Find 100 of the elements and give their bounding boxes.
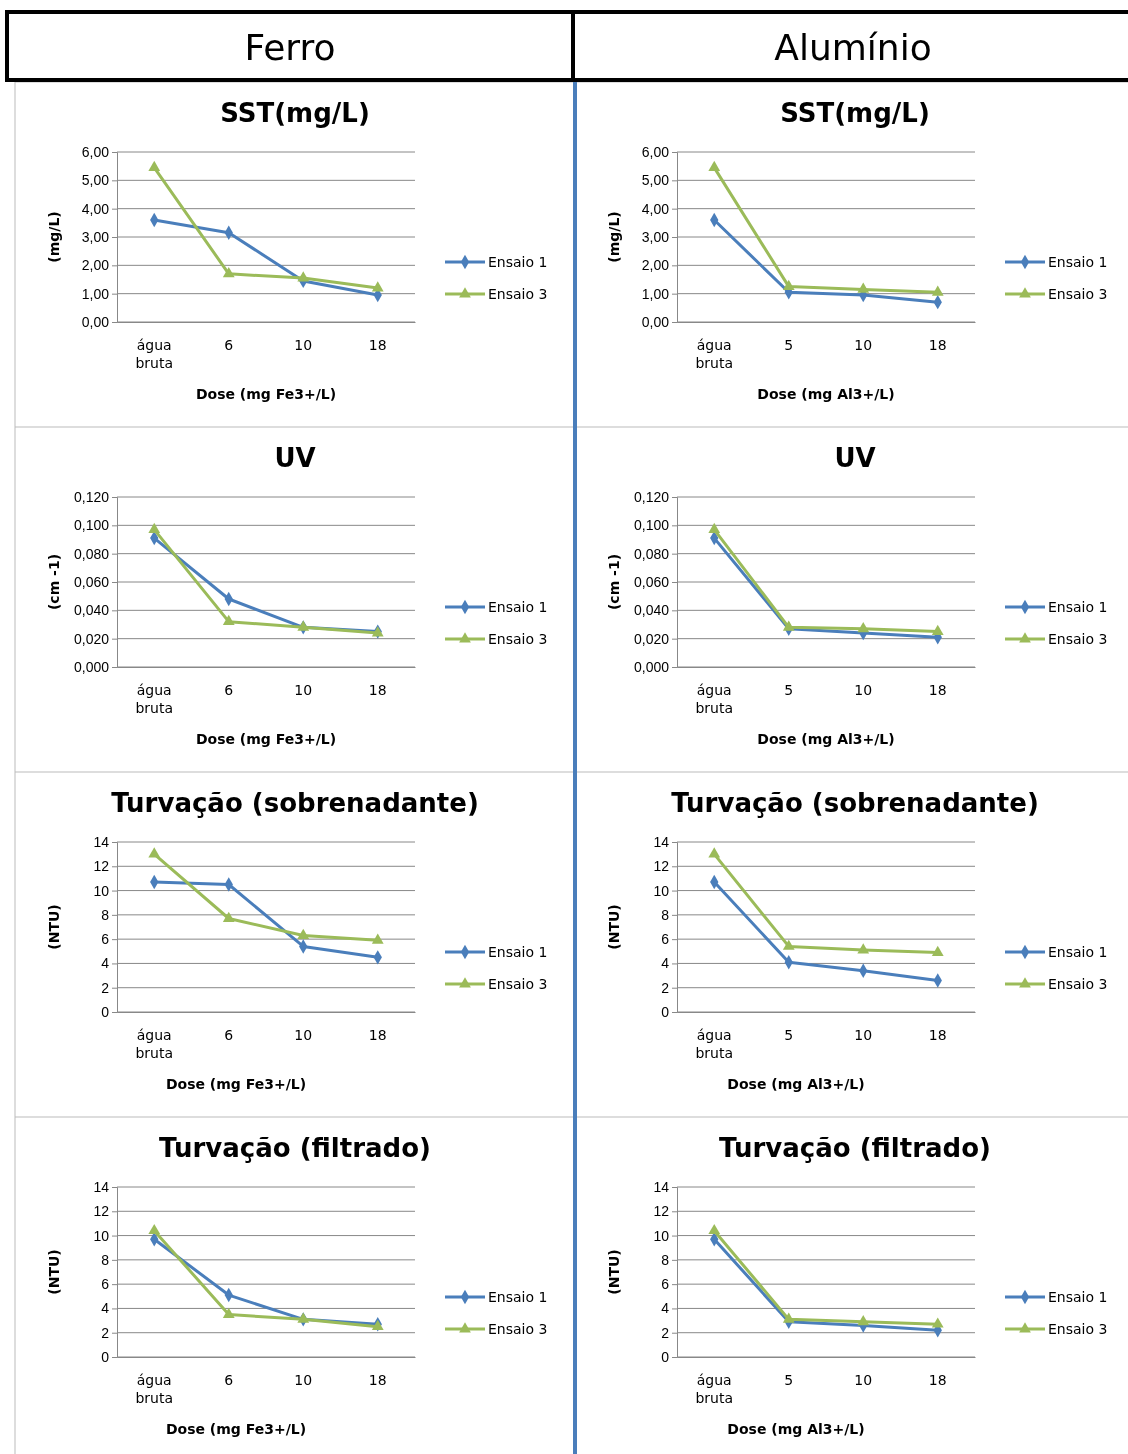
y-axis-title: (mg/L)	[46, 211, 62, 263]
point	[931, 945, 944, 956]
legend-label: Ensaio 1	[488, 1289, 548, 1305]
legend-label: Ensaio 3	[488, 631, 548, 647]
legend-label: Ensaio 3	[1048, 1321, 1108, 1337]
legend-label: Ensaio 3	[1048, 286, 1108, 302]
y-tick-label: 0,120	[633, 488, 670, 505]
point	[708, 847, 721, 858]
y-tick-label: 6	[101, 931, 110, 948]
point	[782, 620, 795, 631]
legend-label: Ensaio 1	[1048, 254, 1108, 270]
y-axis-title: (NTU)	[46, 1249, 62, 1295]
legend-label: Ensaio 3	[1048, 976, 1108, 992]
x-tick-label: 6	[224, 1372, 234, 1388]
x-tick-label: 6	[224, 337, 234, 353]
point	[857, 943, 870, 954]
legend-label: Ensaio 3	[488, 976, 548, 992]
x-tick-label: 5	[784, 1027, 794, 1043]
x-tick-label: 10	[854, 337, 873, 353]
legend-label: Ensaio 3	[1048, 631, 1108, 647]
text: Ferro	[244, 27, 336, 68]
x-axis-title: Dose (mg Al3+/L)	[757, 731, 895, 747]
x-axis-title: Dose (mg Al3+/L)	[757, 386, 895, 402]
y-tick-label: 12	[653, 1203, 670, 1220]
y-tick-label: 3,00	[641, 228, 670, 245]
point	[782, 1312, 795, 1323]
y-tick-label: 6,00	[81, 143, 110, 160]
point	[857, 621, 870, 633]
x-axis-title: Dose (mg Fe3+/L)	[195, 731, 337, 747]
y-tick-label: 0,060	[73, 573, 110, 590]
y-tick-label: 12	[653, 858, 670, 875]
point	[857, 1314, 870, 1326]
point	[371, 933, 384, 944]
x-tick-label: 5	[784, 1372, 794, 1388]
chart-title: UV	[834, 443, 876, 473]
y-tick-label: 8	[101, 1251, 110, 1268]
legend-label: Ensaio 1	[488, 254, 548, 270]
x-tick-label: 10	[294, 337, 313, 353]
x-tick-label: 6	[224, 1027, 234, 1043]
point	[708, 160, 721, 171]
x-tick-label: 5	[784, 682, 794, 698]
y-tick-label: 5,00	[641, 172, 670, 189]
point	[297, 1312, 310, 1323]
x-tick-label: água bruta	[135, 337, 174, 371]
y-tick-label: 2,00	[641, 257, 670, 274]
y-tick-label: 0,060	[633, 573, 670, 590]
x-tick-label: água bruta	[695, 337, 734, 371]
y-tick-label: 0,100	[73, 517, 110, 534]
y-tick-label: 5,00	[81, 172, 110, 189]
y-tick-label: 0	[101, 1003, 110, 1020]
point	[708, 1223, 721, 1235]
y-tick-label: 0,040	[73, 602, 110, 619]
x-tick-label: água bruta	[135, 1372, 174, 1406]
x-tick-label: 10	[854, 1372, 873, 1388]
x-tick-label: 18	[368, 337, 387, 353]
point	[297, 620, 310, 631]
x-axis-title: Dose (mg Al3+/L)	[727, 1076, 865, 1092]
y-axis-title: (NTU)	[606, 1249, 622, 1295]
chart-title: Turvação (filtrado)	[159, 1133, 431, 1163]
chart-title: UV	[274, 443, 316, 473]
y-tick-label: 4	[101, 1300, 110, 1317]
x-tick-label: 6	[224, 682, 234, 698]
legend-label: Ensaio 3	[488, 286, 548, 302]
y-axis-title: (NTU)	[606, 904, 622, 950]
y-tick-label: 0,120	[73, 488, 110, 505]
y-tick-label: 0	[101, 1348, 110, 1365]
point	[297, 271, 310, 282]
point	[857, 282, 870, 293]
point	[931, 1317, 944, 1328]
x-axis-title: Dose (mg Fe3+/L)	[165, 1421, 307, 1437]
y-tick-label: 12	[93, 858, 110, 875]
point	[148, 847, 161, 858]
point	[931, 285, 944, 296]
legend-label: Ensaio 1	[488, 944, 548, 960]
y-tick-label: 1,00	[641, 285, 670, 302]
x-tick-label: água bruta	[695, 1372, 734, 1406]
y-tick-label: 6	[101, 1276, 110, 1293]
y-tick-label: 4	[661, 955, 670, 972]
y-tick-label: 6	[661, 931, 670, 948]
chart-title: Turvação (sobrenadante)	[671, 788, 1039, 818]
x-axis-title: Dose (mg Fe3+/L)	[195, 386, 337, 402]
x-tick-label: 10	[854, 1027, 873, 1043]
point	[782, 279, 795, 290]
legend-label: Ensaio 1	[1048, 599, 1108, 615]
point	[222, 614, 235, 626]
y-tick-label: 0,020	[633, 630, 670, 647]
x-tick-label: 18	[368, 682, 387, 698]
x-tick-label: 10	[294, 682, 313, 698]
y-tick-label: 0,020	[73, 630, 110, 647]
y-tick-label: 10	[653, 1227, 670, 1244]
x-tick-label: 10	[294, 1027, 313, 1043]
legend-label: Ensaio 1	[488, 599, 548, 615]
y-tick-label: 4	[661, 1300, 670, 1317]
y-axis-title: (cm -1)	[606, 553, 622, 611]
legend-label: Ensaio 3	[488, 1321, 548, 1337]
y-tick-label: 8	[661, 906, 670, 923]
chart-title: Turvação (filtrado)	[719, 1133, 991, 1163]
y-tick-label: 0,00	[641, 313, 670, 330]
y-tick-label: 4	[101, 955, 110, 972]
x-tick-label: 10	[854, 682, 873, 698]
